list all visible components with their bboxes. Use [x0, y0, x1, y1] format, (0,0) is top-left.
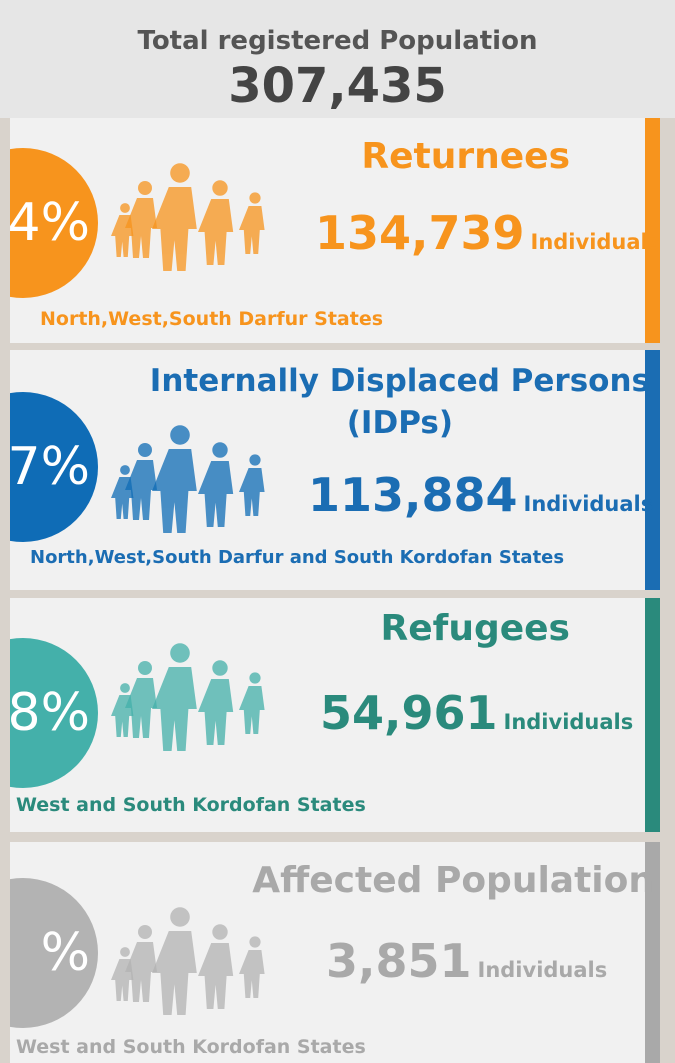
infographic: {"header": {"title": "Total registered P… [0, 0, 675, 1063]
people-icon [105, 608, 285, 768]
percent: 8% [10, 683, 90, 743]
region: West and South Kordofan States [16, 1036, 366, 1058]
region: North,West,South Darfur States [40, 308, 383, 330]
card-title: Internally Displaced Persons(IDPs) [150, 360, 650, 444]
count-value: 54,961 [320, 686, 498, 740]
count-unit: Individuals [531, 230, 660, 254]
title-line: (IDPs) [150, 402, 650, 444]
card-band [645, 598, 660, 832]
percent: 7% [10, 437, 90, 497]
percent-circle: 4% [10, 148, 98, 298]
count-value: 113,884 [308, 468, 518, 522]
header-total: 307,435 [0, 58, 675, 114]
title-line: Refugees [381, 608, 570, 650]
percent: 4% [10, 193, 90, 253]
percent: % [41, 923, 90, 983]
percent-circle: % [10, 878, 98, 1028]
count-value: 3,851 [326, 934, 472, 988]
count-value: 134,739 [315, 206, 525, 260]
title-line: Affected Population [252, 860, 654, 902]
card: 7% Internally Displaced Persons(IDPs) 113… [10, 350, 660, 590]
card-title: Returnees [361, 136, 570, 178]
card-title: Refugees [381, 608, 570, 650]
header: Total registered Population 307,435 [0, 0, 675, 118]
header-title: Total registered Population [0, 26, 675, 56]
percent-circle: 8% [10, 638, 98, 788]
percent-circle: 7% [10, 392, 98, 542]
region: West and South Kordofan States [16, 794, 366, 816]
title-line: Returnees [361, 136, 570, 178]
count-unit: Individuals [524, 492, 654, 516]
title-line: Internally Displaced Persons [150, 360, 650, 402]
people-icon [105, 128, 285, 288]
count-unit: Individuals [504, 710, 634, 734]
region: North,West,South Darfur and South Kordof… [30, 547, 564, 568]
card-title: Affected Population [252, 860, 654, 902]
count-unit: Individuals [478, 958, 608, 982]
